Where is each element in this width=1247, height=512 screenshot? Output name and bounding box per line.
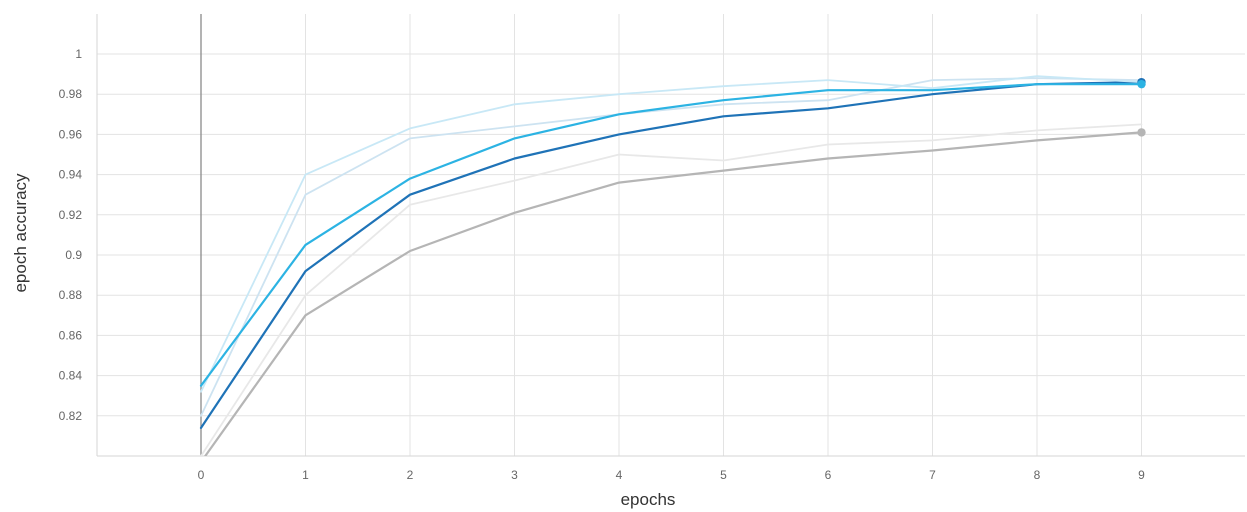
series-line-4 (200, 75, 1143, 393)
y-tick-label: 0.82 (59, 409, 83, 423)
x-tick-label: 0 (198, 468, 205, 482)
y-axis-title: epoch accuracy (11, 173, 30, 293)
series-line-3 (199, 80, 1143, 429)
y-tick-label: 1 (75, 47, 82, 61)
y-tick-label: 0.94 (59, 168, 83, 182)
x-tick-label: 7 (929, 468, 936, 482)
y-tick-label: 0.98 (59, 87, 83, 101)
y-tick-label: 0.88 (59, 288, 83, 302)
y-tick-label: 0.92 (59, 208, 83, 222)
y-tick-label: 0.9 (65, 248, 82, 262)
x-tick-label: 2 (407, 468, 414, 482)
x-tick-label: 4 (616, 468, 623, 482)
axis-frame (96, 14, 1245, 457)
series-line-0 (200, 123, 1143, 456)
tick-label-layer: 0 1 2 3 4 5 6 7 8 9 0.82 0.84 0.86 0.88 0.9 0.92 0.94 0.9… (59, 47, 1146, 482)
series-end-marker-5 (1137, 79, 1146, 89)
y-tick-label: 0.96 (59, 127, 83, 141)
grid-layer (97, 14, 1245, 456)
x-tick-label: 1 (302, 468, 309, 482)
x-axis-title: epochs (621, 490, 676, 509)
series-end-marker-1 (1137, 128, 1146, 137)
x-tick-label: 9 (1138, 468, 1145, 482)
series-line-2 (200, 77, 1143, 417)
y-tick-label: 0.84 (59, 369, 83, 383)
x-tick-label: 3 (511, 468, 518, 482)
x-tick-label: 8 (1034, 468, 1041, 482)
x-tick-label: 5 (720, 468, 727, 482)
series-layer (199, 75, 1146, 456)
series-line-5 (199, 83, 1143, 387)
y-tick-label: 0.86 (59, 328, 83, 342)
x-tick-label: 6 (825, 468, 832, 482)
series-line-1 (203, 131, 1143, 456)
